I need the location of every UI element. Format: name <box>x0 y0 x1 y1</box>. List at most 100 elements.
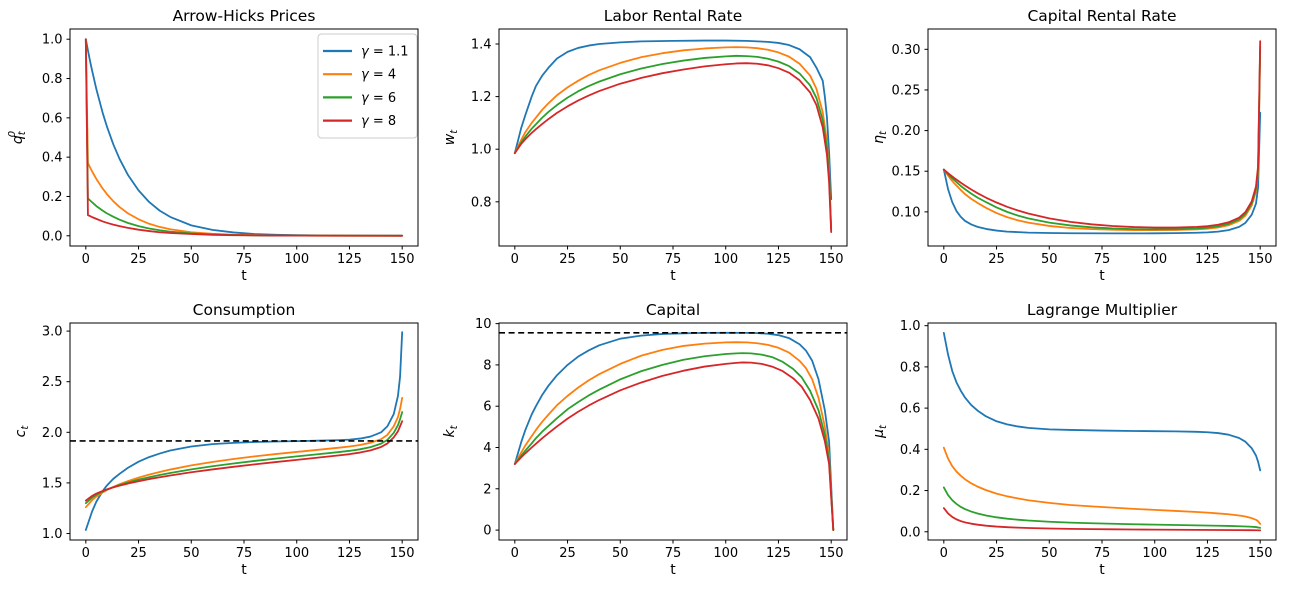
line-gamma-4 <box>942 50 1262 232</box>
y-tick-label: 1.4 <box>471 37 492 52</box>
x-tick-label: 50 <box>183 546 200 561</box>
x-tick-label: 125 <box>766 546 791 561</box>
x-axis-label: t <box>241 268 247 284</box>
x-tick-label: 50 <box>1041 546 1058 561</box>
x-tick-label: 150 <box>1248 546 1273 561</box>
x-tick-label: 50 <box>183 252 200 267</box>
y-tick-label: 1.0 <box>42 527 63 542</box>
y-tick-label: 0.4 <box>42 151 63 166</box>
y-tick-label: 3.0 <box>42 325 63 340</box>
legend-label: γ = 8 <box>361 114 396 129</box>
x-tick-label: 150 <box>1248 252 1273 267</box>
y-tick-label: 0.2 <box>900 484 921 499</box>
y-tick-label: 0.2 <box>42 190 63 205</box>
line-gamma-4 <box>513 46 833 230</box>
x-tick-label: 0 <box>940 546 948 561</box>
line-gamma-1.1 <box>942 331 1262 472</box>
y-tick-label: 6 <box>483 400 491 415</box>
subplot-arrow-hicks-prices: 0 25 50 75 100 125 150 0.0 0.2 0.4 0.6 0.8 1.0 Arrow-… <box>7 7 419 284</box>
y-axis-label: wt <box>442 129 460 145</box>
x-tick-label: 150 <box>390 252 415 267</box>
y-tick-label: 0.0 <box>900 525 921 540</box>
x-tick-label: 25 <box>130 546 147 561</box>
x-tick-label: 25 <box>559 252 576 267</box>
y-tick-label: 2 <box>483 482 491 497</box>
line-gamma-8 <box>942 507 1262 532</box>
x-tick-label: 75 <box>236 546 253 561</box>
x-tick-label: 100 <box>713 546 738 561</box>
y-tick-label: 0.10 <box>892 205 921 220</box>
x-tick-label: 75 <box>236 252 253 267</box>
y-tick-label: 0.8 <box>900 360 921 375</box>
x-tick-label: 75 <box>665 252 682 267</box>
subplot-title: Capital Rental Rate <box>1027 7 1176 25</box>
legend-label: γ = 1.1 <box>361 45 409 60</box>
y-tick-label: 1.0 <box>471 143 492 158</box>
x-tick-label: 100 <box>284 546 309 561</box>
x-tick-label: 125 <box>766 252 791 267</box>
axes-frame <box>927 28 1277 247</box>
y-tick-label: 0.8 <box>471 195 492 210</box>
y-tick-label: 8 <box>483 358 491 373</box>
subplot-lagrange-multiplier: 0 25 50 75 100 125 150 0.0 0.2 0.4 0.6 0.8 1.0 Lagran… <box>871 301 1277 578</box>
y-tick-label: 0.4 <box>900 443 921 458</box>
line-gamma-8 <box>513 62 833 233</box>
line-gamma-6 <box>942 486 1262 529</box>
subplot-capital-rental-rate: 0 25 50 75 100 125 150 0.10 0.15 0.20 0.25 0.30 Capi… <box>871 7 1277 284</box>
axes-frame <box>69 322 419 541</box>
x-tick-label: 125 <box>1195 546 1220 561</box>
legend: γ = 1.1 γ = 4 γ = 6 γ = 8 <box>317 33 418 139</box>
x-tick-label: 0 <box>82 546 90 561</box>
y-axis-label: μt <box>871 424 889 439</box>
x-tick-label: 0 <box>511 252 519 267</box>
subplot-title: Labor Rental Rate <box>604 7 743 25</box>
x-tick-label: 100 <box>284 252 309 267</box>
x-tick-label: 75 <box>1094 252 1111 267</box>
y-tick-label: 4 <box>483 441 491 456</box>
axes-frame <box>69 28 419 247</box>
x-tick-label: 150 <box>819 546 844 561</box>
x-tick-label: 150 <box>390 546 415 561</box>
subplot-capital: 0 25 50 75 100 125 150 0 2 4 6 8 10 Capital t kt <box>442 301 848 578</box>
y-tick-label: 1.0 <box>900 319 921 334</box>
subplot-title: Arrow-Hicks Prices <box>173 7 316 25</box>
subplot-labor-rental-rate: 0 25 50 75 100 125 150 0.8 1.0 1.2 1.4 Labor Rental… <box>442 7 848 284</box>
axes-frame <box>498 28 848 247</box>
x-axis-label: t <box>670 562 676 578</box>
line-gamma-6 <box>942 45 1262 231</box>
y-tick-label: 1.2 <box>471 90 492 105</box>
x-tick-label: 100 <box>713 252 738 267</box>
line-gamma-1.1 <box>942 111 1262 235</box>
subplot-title: Consumption <box>193 301 296 319</box>
line-gamma-4 <box>513 341 835 531</box>
x-tick-label: 150 <box>819 252 844 267</box>
line-gamma-6 <box>513 54 833 231</box>
x-tick-label: 50 <box>612 546 629 561</box>
x-tick-label: 125 <box>337 546 362 561</box>
y-axis-label: ct <box>13 425 31 438</box>
legend-entry-gamma-4: γ = 4 <box>323 68 396 83</box>
x-tick-label: 100 <box>1142 546 1167 561</box>
x-tick-label: 125 <box>337 252 362 267</box>
legend-entry-gamma-6: γ = 6 <box>323 91 396 106</box>
y-tick-label: 0.25 <box>892 83 921 98</box>
y-tick-label: 1.5 <box>42 476 63 491</box>
subplot-title: Lagrange Multiplier <box>1027 301 1178 319</box>
line-gamma-8 <box>513 361 835 531</box>
y-tick-label: 0.20 <box>892 124 921 139</box>
legend-entry-gamma-1.1: γ = 1.1 <box>323 45 409 60</box>
y-tick-label: 2.5 <box>42 375 63 390</box>
y-tick-label: 0.0 <box>42 229 63 244</box>
x-tick-label: 50 <box>612 252 629 267</box>
y-axis-label: kt <box>442 424 460 437</box>
legend-label: γ = 6 <box>361 91 396 106</box>
y-tick-label: 0.6 <box>900 402 921 417</box>
y-tick-label: 1.0 <box>42 33 63 48</box>
y-tick-label: 0 <box>483 524 491 539</box>
x-tick-label: 25 <box>559 546 576 561</box>
x-tick-label: 25 <box>988 546 1005 561</box>
subplot-consumption: 0 25 50 75 100 125 150 1.0 1.5 2.0 2.5 3.0 Consumpti… <box>13 301 419 578</box>
line-gamma-6 <box>513 352 835 531</box>
